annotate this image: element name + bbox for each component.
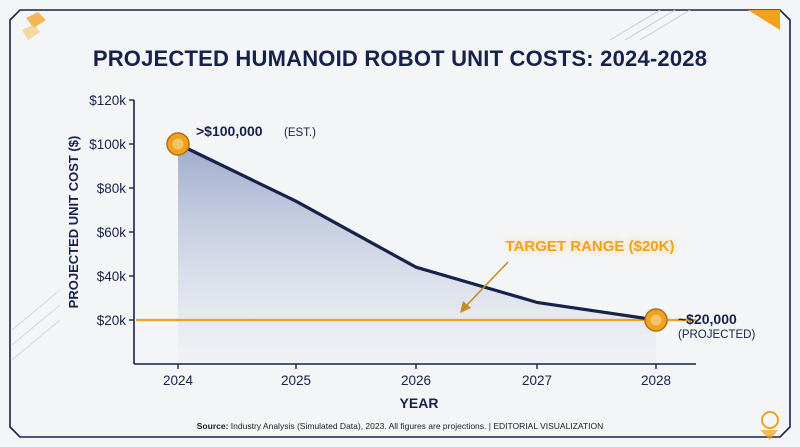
x-tick-label: 2027 [522, 373, 552, 388]
target-label-glow: TARGET RANGE ($20K) [506, 238, 675, 255]
y-tick-label: $80k [97, 181, 127, 196]
annotation-end-suffix: (PROJECTED) [678, 329, 755, 341]
x-tick-label: 2026 [401, 373, 431, 388]
area-fill [178, 144, 656, 364]
y-tick-label: $20k [97, 313, 127, 328]
x-tick-label: 2028 [641, 373, 671, 388]
chart-title: PROJECTED HUMANOID ROBOT UNIT COSTS: 202… [92, 46, 708, 71]
source-label: Source: [196, 421, 229, 431]
source-note: Source: Industry Analysis (Simulated Dat… [0, 421, 800, 431]
annotation-start-suffix: (EST.) [284, 127, 316, 139]
data-point-marker-core [650, 314, 662, 326]
target-arrow [465, 261, 509, 307]
corner-ornament-top-right [609, 9, 780, 41]
y-tick-label: $60k [97, 225, 127, 240]
corner-ornament-bottom-left [11, 289, 61, 361]
y-tick-label: $100k [89, 137, 126, 152]
annotation-start-value: >$100,000 [196, 123, 263, 139]
y-axis-label: PROJECTED UNIT COST ($) [66, 136, 81, 309]
corner-ornament-bottom-right [760, 411, 779, 440]
target-arrowhead [460, 301, 471, 313]
data-line [177, 142, 657, 322]
annotation-end-value: ~$20,000 [678, 311, 737, 327]
data-point-marker-core [172, 138, 184, 150]
x-tick-label: 2024 [163, 373, 194, 388]
x-tick-label: 2025 [281, 373, 311, 388]
target-label: TARGET RANGE ($20K) [506, 238, 675, 255]
corner-ornament-top-left [22, 12, 46, 40]
y-tick-label: $40k [97, 269, 127, 284]
source-text: Industry Analysis (Simulated Data), 2023… [230, 421, 604, 431]
y-tick-label: $120k [89, 93, 126, 108]
x-axis-label: YEAR [400, 395, 439, 411]
